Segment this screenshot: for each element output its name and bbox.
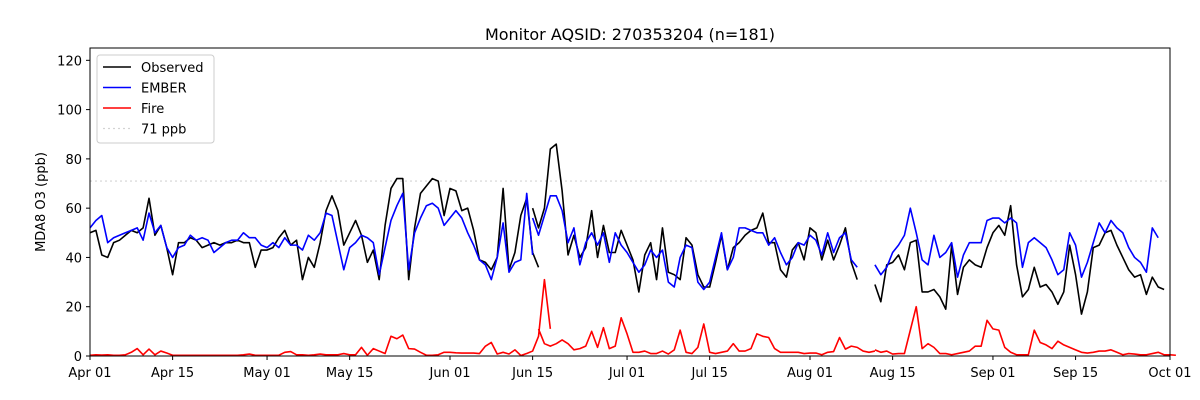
series-layer <box>89 143 1176 357</box>
y-tick-label: 0 <box>74 350 82 365</box>
x-tick-label: Oct 01 <box>1148 366 1191 381</box>
x-tick-label: Sep 15 <box>1053 366 1098 381</box>
plot-frame <box>89 47 1171 357</box>
series-line-observed <box>874 204 1165 315</box>
x-tick-label: Aug 01 <box>787 366 833 381</box>
legend-label: Observed <box>141 61 204 76</box>
x-tick-label: Apr 15 <box>151 366 194 381</box>
x-tick-label: May 15 <box>326 366 374 381</box>
y-tick-label: 60 <box>65 202 82 217</box>
series-line-fire <box>537 317 876 356</box>
y-tick-label: 20 <box>65 301 82 316</box>
x-axis: Apr 01 Apr 15 May 01 May 15 Jun 01 Jun 15 Jul … <box>68 356 1192 381</box>
x-tick-label: Aug 15 <box>870 366 916 381</box>
y-tick-label: 120 <box>57 54 82 69</box>
x-tick-label: Apr 01 <box>68 366 111 381</box>
x-tick-label: Jun 01 <box>429 366 471 381</box>
y-tick-label: 100 <box>57 104 82 119</box>
series-line-fire <box>874 305 1176 357</box>
x-tick-label: Jul 15 <box>690 366 727 381</box>
y-tick-label: 80 <box>65 153 82 168</box>
x-tick-label: Jun 15 <box>511 366 553 381</box>
legend-box <box>96 54 215 144</box>
series-line-ember <box>874 207 1159 278</box>
y-axis: 0 20 40 60 80 100 120 <box>57 54 90 365</box>
series-fire <box>89 278 1176 357</box>
legend-label: EMBER <box>141 82 187 97</box>
y-tick-label: 40 <box>65 251 82 266</box>
legend-label: 71 ppb <box>141 123 186 138</box>
series-ember <box>89 192 1159 291</box>
series-line-ember <box>89 192 534 281</box>
series-line-ember <box>531 195 858 291</box>
legend-label: Fire <box>141 102 164 117</box>
series-observed <box>89 143 1165 315</box>
series-line-fire <box>89 278 552 357</box>
y-axis-title: MDA8 O3 (ppb) <box>34 152 49 252</box>
chart-title: Monitor AQSID: 270353204 (n=181) <box>485 25 775 44</box>
x-tick-label: Jul 01 <box>608 366 645 381</box>
series-line-observed <box>531 143 858 293</box>
x-tick-label: Sep 01 <box>970 366 1015 381</box>
legend: Observed EMBER Fire 71 ppb <box>96 54 215 144</box>
x-tick-label: May 01 <box>243 366 291 381</box>
